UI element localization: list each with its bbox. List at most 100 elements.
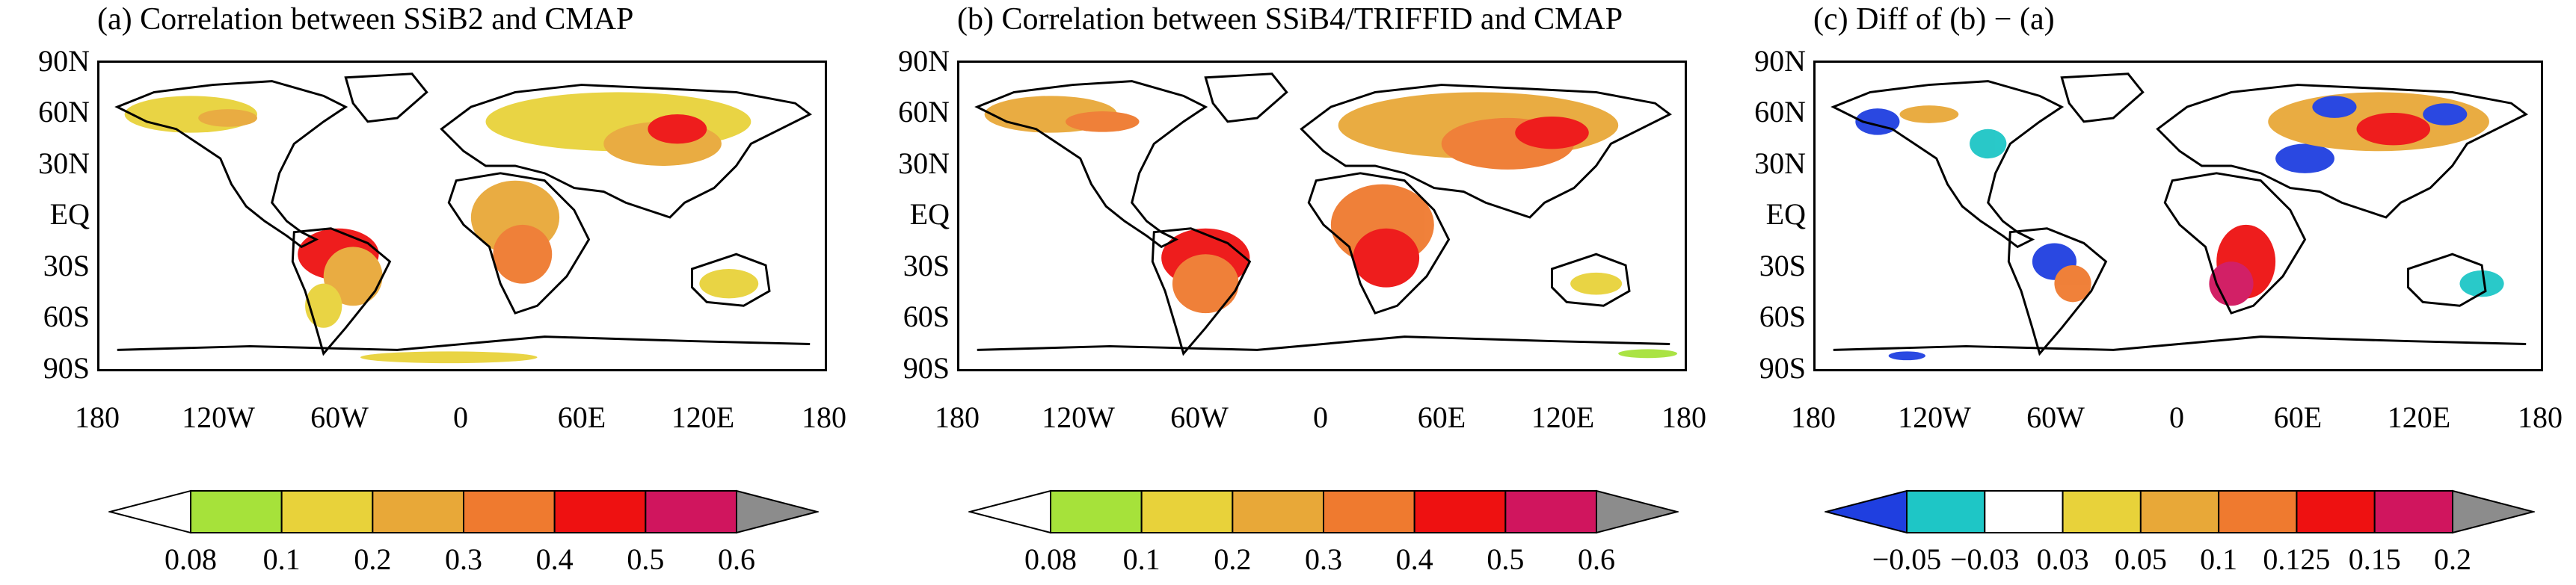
colorbar-label: 0.08 <box>1024 542 1077 576</box>
x-tick: 60E <box>1417 400 1466 434</box>
colorbar-label: 0.6 <box>1578 542 1615 576</box>
colorbar-label: 0.1 <box>2200 542 2238 576</box>
y-tick: 90S <box>1759 351 1806 385</box>
colorbar-label: 0.125 <box>2263 542 2331 576</box>
y-tick: 90N <box>38 44 90 78</box>
panel-b: (b) Correlation between SSiB4/TRIFFID an… <box>860 0 1720 585</box>
colorbar-segment <box>280 490 374 533</box>
x-tick: 180 <box>1791 400 1836 434</box>
x-tick: 0 <box>2169 400 2184 434</box>
colorbar-label: −0.05 <box>1872 542 1942 576</box>
colorbar-segment <box>1504 490 1597 533</box>
colorbar-label: 0.4 <box>1395 542 1433 576</box>
correlation-map <box>959 63 1678 359</box>
colorbar-low-triangle <box>1825 489 1908 534</box>
y-tick: 90N <box>1754 44 1806 78</box>
y-tick: 30N <box>1754 146 1806 180</box>
panel-c: (c) Diff of (b) − (a) 90N 60N 3 <box>1716 0 2576 585</box>
x-tick: 60W <box>1170 400 1229 434</box>
x-tick: 120E <box>671 400 735 434</box>
y-tick: EQ <box>1765 197 1806 231</box>
x-tick: 120E <box>1531 400 1595 434</box>
colorbar-label: 0.1 <box>262 542 301 576</box>
x-tick: 180 <box>75 400 120 434</box>
colorbar-label: 0.03 <box>2036 542 2089 576</box>
colorbar-label: 0.4 <box>535 542 574 576</box>
colorbar-label: 0.2 <box>1214 542 1252 576</box>
colorbar-segment <box>372 490 465 533</box>
colorbar-segment <box>2296 490 2376 533</box>
x-tick: 180 <box>935 400 980 434</box>
colorbar-label: 0.3 <box>445 542 482 576</box>
map-plot <box>1813 61 2543 371</box>
difference-map <box>1816 63 2541 361</box>
colorbar-label: 0.15 <box>2348 542 2401 576</box>
correlation-map <box>99 63 825 364</box>
colorbar-label: 0.3 <box>1305 542 1342 576</box>
x-tick: 120W <box>1898 400 1971 434</box>
colorbar-segment <box>463 490 556 533</box>
colorbar-segment <box>1906 490 1986 533</box>
colorbar <box>1825 489 2535 534</box>
colorbar <box>968 489 1679 534</box>
colorbar-segment <box>2139 490 2220 533</box>
y-tick: 60N <box>1754 95 1806 129</box>
y-tick: 30S <box>43 249 90 282</box>
colorbar-segment <box>1050 490 1143 533</box>
colorbar-label: 0.05 <box>2114 542 2167 576</box>
x-tick: 180 <box>802 400 846 434</box>
colorbar-segment <box>1140 490 1234 533</box>
colorbar-label: 0.2 <box>2434 542 2471 576</box>
y-tick: 60S <box>1759 300 1806 333</box>
y-tick: EQ <box>909 197 950 231</box>
y-tick: 30S <box>903 249 950 282</box>
colorbar-segment <box>1323 490 1415 533</box>
x-tick: 60E <box>557 400 606 434</box>
colorbar-low-triangle <box>108 489 191 534</box>
x-tick: 0 <box>1313 400 1328 434</box>
colorbar-label: 0.5 <box>1487 542 1525 576</box>
y-tick: 60S <box>43 300 90 333</box>
x-tick: 0 <box>453 400 468 434</box>
colorbar-segment <box>2062 490 2142 533</box>
x-tick: 60E <box>2273 400 2323 434</box>
colorbar-label: 0.1 <box>1122 542 1161 576</box>
x-tick: 120E <box>2387 400 2451 434</box>
y-tick: 30S <box>1759 249 1806 282</box>
colorbar-label: 0.08 <box>165 542 217 576</box>
colorbar-label: 0.5 <box>627 542 665 576</box>
y-tick: 30N <box>38 146 90 180</box>
colorbar-segment <box>1232 490 1325 533</box>
colorbar-high-triangle <box>736 489 819 534</box>
colorbar <box>108 489 819 534</box>
colorbar-label: 0.2 <box>354 542 392 576</box>
y-tick: 30N <box>898 146 950 180</box>
y-tick: EQ <box>49 197 90 231</box>
y-tick: 60N <box>898 95 950 129</box>
panel-title: (c) Diff of (b) − (a) <box>1813 2 2055 37</box>
panel-a: (a) Correlation between SSiB2 and CMAP 9… <box>0 0 860 585</box>
y-tick: 90N <box>898 44 950 78</box>
colorbar-segment <box>553 490 647 533</box>
colorbar-segment <box>645 490 737 533</box>
panel-title: (a) Correlation between SSiB2 and CMAP <box>97 2 634 37</box>
colorbar-segment <box>2373 490 2454 533</box>
colorbar-label: −0.03 <box>1950 542 2020 576</box>
y-tick: 60N <box>38 95 90 129</box>
map-plot <box>97 61 827 371</box>
map-plot <box>957 61 1687 371</box>
x-tick: 120W <box>182 400 255 434</box>
colorbar-label: 0.6 <box>718 542 755 576</box>
colorbar-segment <box>190 490 283 533</box>
x-tick: 180 <box>2518 400 2563 434</box>
x-tick: 180 <box>1662 400 1706 434</box>
colorbar-segment <box>1984 490 2064 533</box>
panel-title: (b) Correlation between SSiB4/TRIFFID an… <box>957 2 1623 37</box>
y-tick: 90S <box>43 351 90 385</box>
y-tick: 60S <box>903 300 950 333</box>
x-tick: 60W <box>310 400 369 434</box>
y-tick: 90S <box>903 351 950 385</box>
colorbar-high-triangle <box>1596 489 1679 534</box>
x-tick: 120W <box>1042 400 1115 434</box>
colorbar-high-triangle <box>2452 489 2535 534</box>
